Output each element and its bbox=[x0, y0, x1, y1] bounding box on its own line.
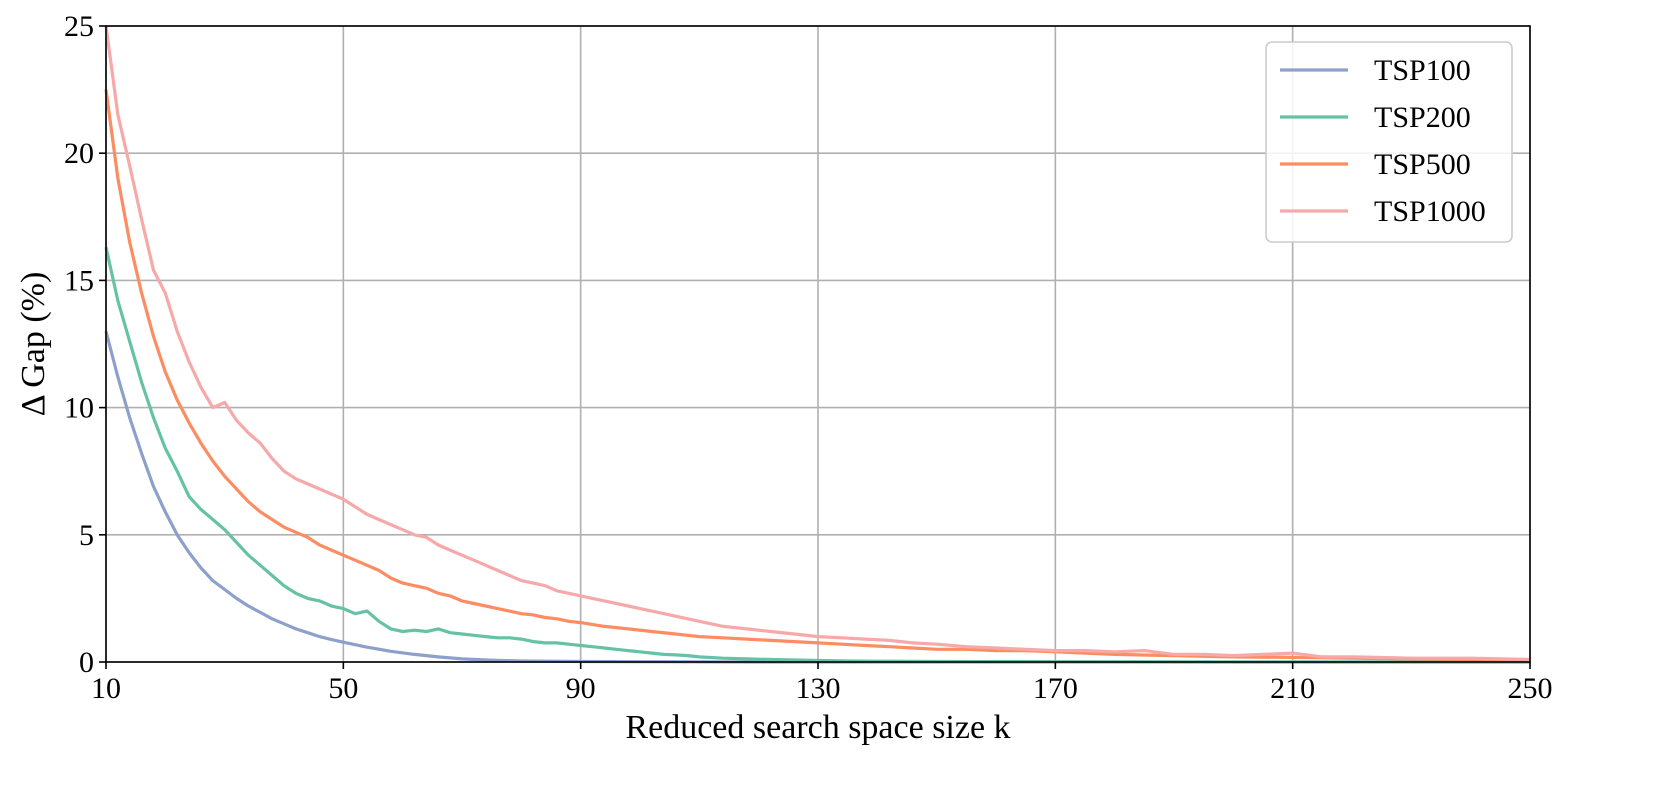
y-tick-label: 25 bbox=[64, 10, 94, 43]
y-axis-title: Δ Gap (%) bbox=[15, 272, 52, 417]
legend-label: TSP200 bbox=[1374, 101, 1471, 134]
legend-label: TSP100 bbox=[1374, 54, 1471, 87]
y-tick-label: 20 bbox=[64, 137, 94, 170]
x-axis-title: Reduced search space size k bbox=[625, 709, 1010, 746]
x-tick-label: 50 bbox=[328, 672, 358, 705]
legend-label: TSP500 bbox=[1374, 148, 1471, 181]
x-tick-label: 10 bbox=[91, 672, 121, 705]
x-tick-label: 250 bbox=[1508, 672, 1553, 705]
y-axis-ticks: 0 5 10 15 20 25 bbox=[64, 10, 106, 679]
legend-box bbox=[1265, 41, 1513, 243]
x-tick-label: 210 bbox=[1270, 672, 1315, 705]
series-line-tsp1000 bbox=[104, 25, 1531, 662]
series-line-tsp200 bbox=[104, 246, 1530, 664]
series-line-tsp500 bbox=[104, 89, 1531, 663]
x-tick-label: 130 bbox=[796, 672, 841, 705]
x-tick-label: 90 bbox=[566, 672, 596, 705]
legend-label: TSP1000 bbox=[1374, 195, 1486, 228]
y-tick-label: 5 bbox=[79, 519, 94, 552]
x-tick-label: 170 bbox=[1033, 672, 1078, 705]
y-tick-label: 15 bbox=[64, 264, 94, 297]
legend: TSP100 TSP200 TSP500 TSP1000 bbox=[1265, 41, 1513, 243]
x-axis-ticks: 10 50 90 130 170 210 250 bbox=[91, 662, 1553, 705]
y-tick-label: 0 bbox=[79, 646, 94, 679]
y-tick-label: 10 bbox=[64, 392, 94, 425]
